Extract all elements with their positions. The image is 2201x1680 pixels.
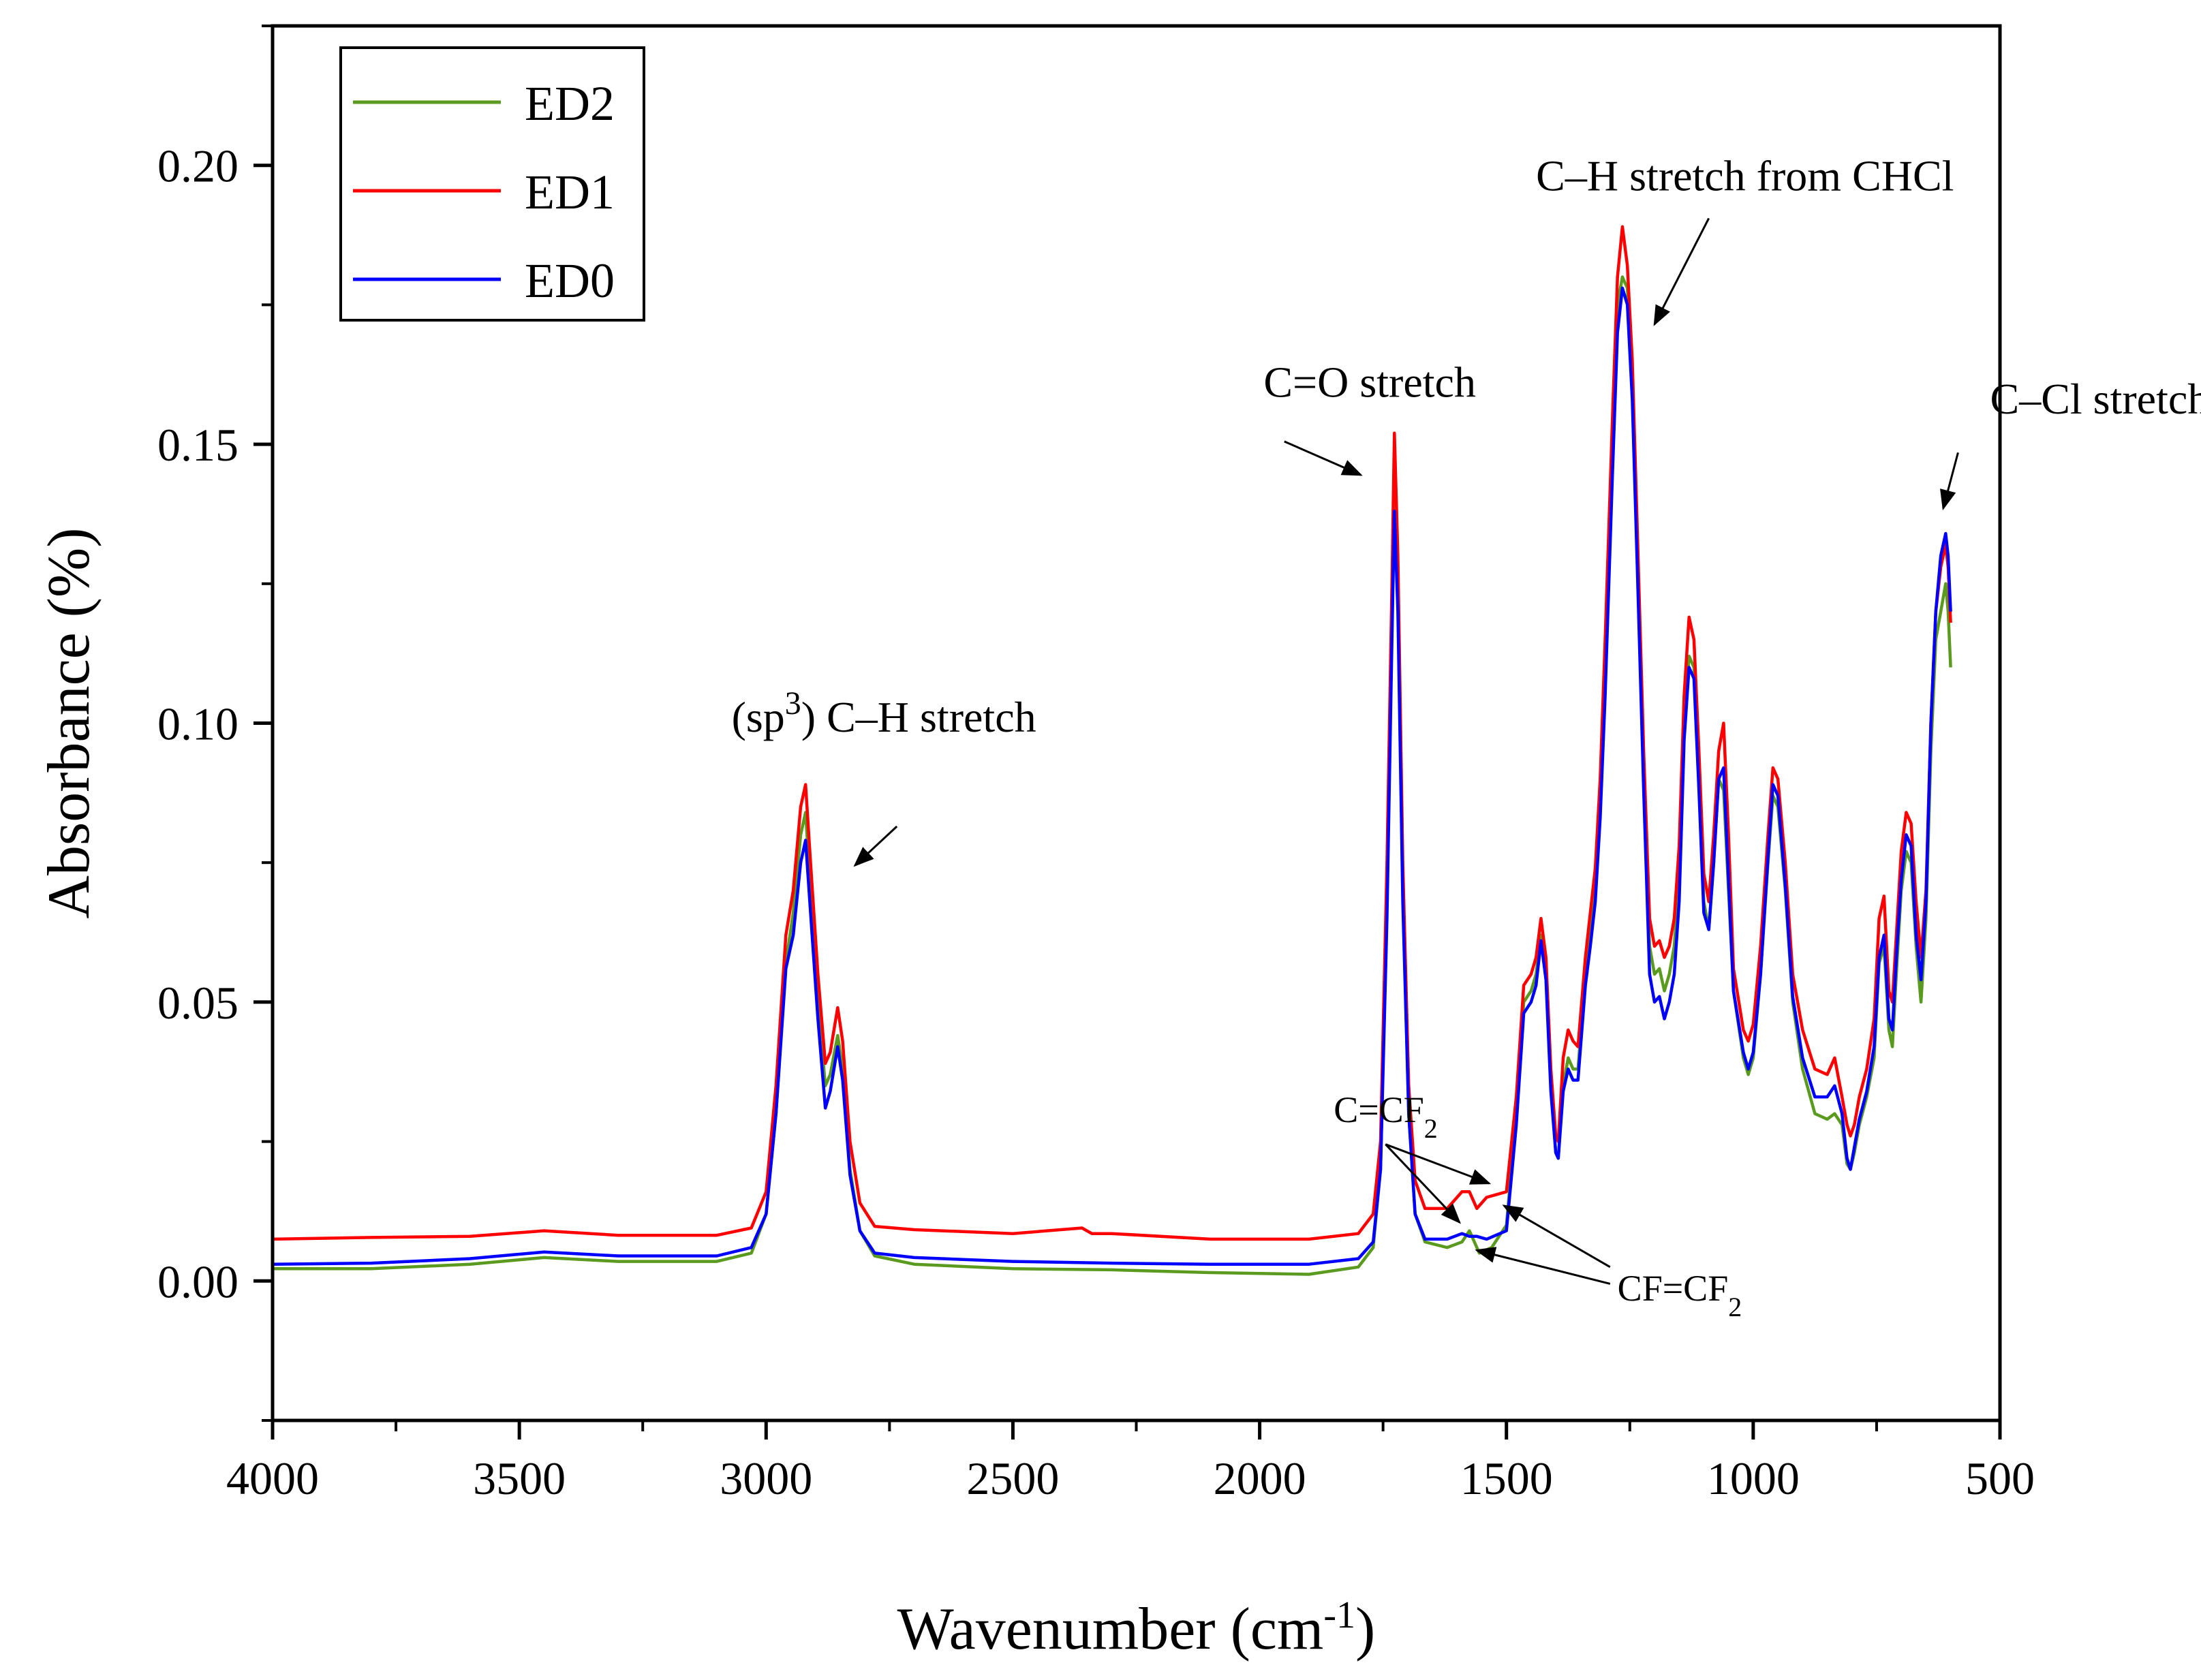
annotation-arrow — [1284, 440, 1363, 476]
annotation-label: CF=CF2 — [1618, 1268, 1742, 1322]
annotation-arrow — [1385, 1143, 1492, 1185]
series-line-ed1 — [272, 225, 1952, 1241]
x-tick-label: 500 — [1965, 1452, 2035, 1504]
legend-box — [339, 46, 645, 322]
y-tick-label: 0.20 — [157, 140, 238, 192]
x-tick-label: 2500 — [966, 1452, 1059, 1504]
annotation-label: (sp3) C–H stretch — [732, 685, 1036, 741]
annotation-arrow — [1653, 217, 1710, 326]
y-tick-label: 0.05 — [157, 977, 238, 1029]
series-layer — [272, 225, 1952, 1276]
annotation-arrow — [853, 825, 898, 867]
legend-label-ed1: ED1 — [525, 165, 615, 219]
annotation-arrow — [1940, 452, 1959, 511]
x-tick-label: 2000 — [1214, 1452, 1306, 1504]
x-axis-title: Wavenumber (cm-1) — [897, 1594, 1376, 1662]
legend-label-ed0: ED0 — [525, 253, 615, 308]
legend: ED2 ED1 ED0 — [339, 46, 645, 322]
y-tick-label: 0.00 — [157, 1256, 238, 1307]
annotation-arrow — [1385, 1143, 1461, 1224]
legend-label-ed2: ED2 — [525, 76, 615, 131]
x-tick-label: 1000 — [1707, 1452, 1800, 1504]
annotation-label: C=CF2 — [1334, 1089, 1438, 1144]
y-tick-label: 0.10 — [157, 698, 238, 750]
y-tick-label: 0.15 — [157, 419, 238, 471]
x-tick-label: 4000 — [226, 1452, 319, 1504]
annotations-layer: (sp3) C–H stretch C=O stretch C–H stretch … — [732, 152, 2201, 1322]
annotation-label: C=O stretch — [1263, 358, 1476, 407]
annotation-arrow — [1502, 1204, 1611, 1269]
x-tick-label: 3500 — [473, 1452, 566, 1504]
ticks-layer: 4000 3500 3000 2500 2000 1500 1000 500 0.00 0.05 0… — [157, 25, 2035, 1504]
annotation-label: C–Cl stretch — [1990, 375, 2201, 423]
series-line-ed0 — [272, 286, 1952, 1266]
x-tick-label: 3000 — [720, 1452, 812, 1504]
y-axis-title: Absorbance (%) — [36, 527, 102, 918]
annotation-label: C–H stretch from CHCl — [1536, 152, 1954, 200]
annotation-arrow — [1475, 1247, 1611, 1285]
x-tick-label: 1500 — [1460, 1452, 1553, 1504]
